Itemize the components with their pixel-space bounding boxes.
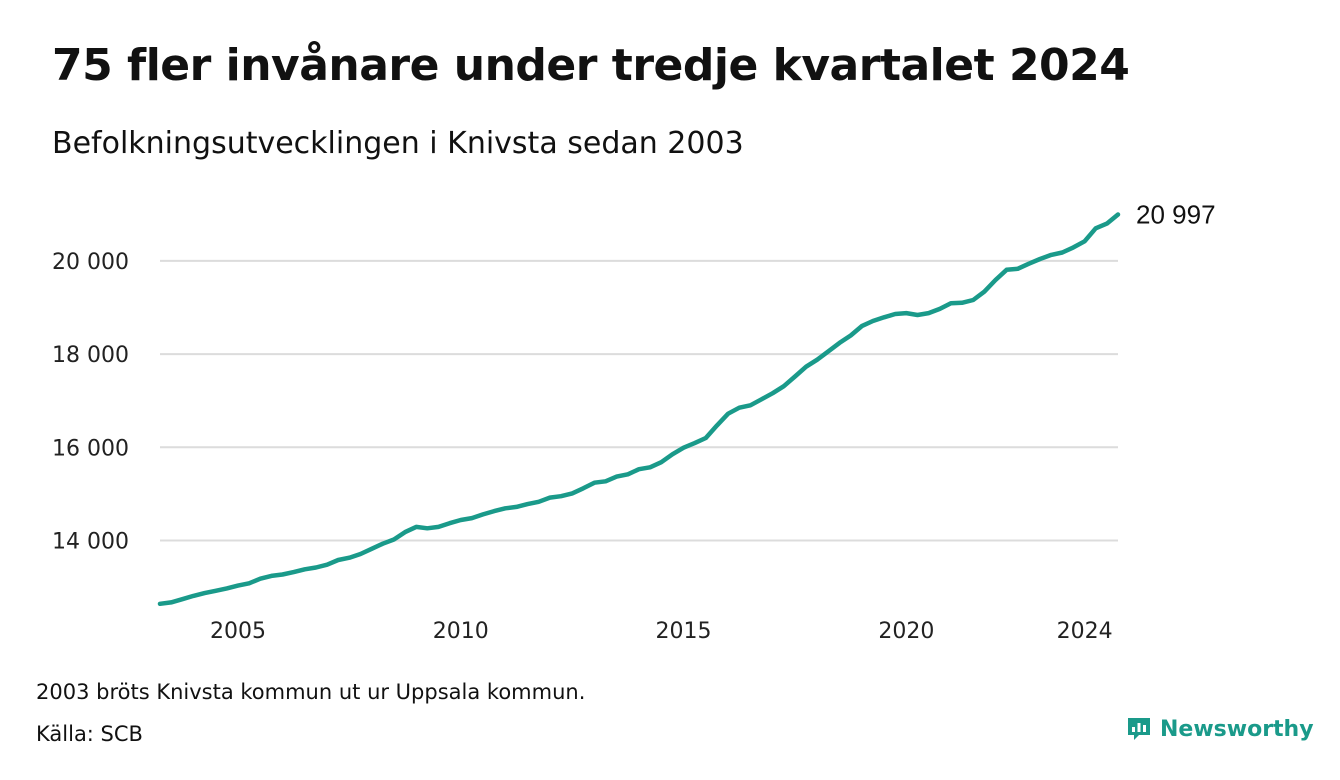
y-tick-label: 16 000 [52,436,129,461]
brand-name: Newsworthy [1160,716,1314,742]
line-chart: 14 000 16 000 18 000 20 000 2005 2010 2015 2020… [52,199,1216,644]
x-tick-label: 2005 [210,619,266,644]
y-tick-label: 20 000 [52,250,129,275]
end-value-label: 20 997 [1136,199,1216,229]
y-tick-label: 18 000 [52,343,129,368]
x-tick-label: 2020 [878,619,934,644]
population-line [157,212,1121,607]
x-tick-label: 2015 [656,619,712,644]
source-credit: Källa: SCB [36,722,143,746]
brand-logo: Newsworthy [1126,716,1314,742]
y-tick-label: 14 000 [52,529,129,554]
newsworthy-logo-icon [1128,718,1150,740]
x-tick-label: 2024 [1057,619,1113,644]
footnote: 2003 bröts Knivsta kommun ut ur Uppsala … [36,680,586,704]
chart-title: 75 fler invånare under tredje kvartalet … [52,40,1130,91]
x-tick-label: 2010 [433,619,489,644]
chart-subtitle: Befolkningsutvecklingen i Knivsta sedan … [52,126,744,161]
